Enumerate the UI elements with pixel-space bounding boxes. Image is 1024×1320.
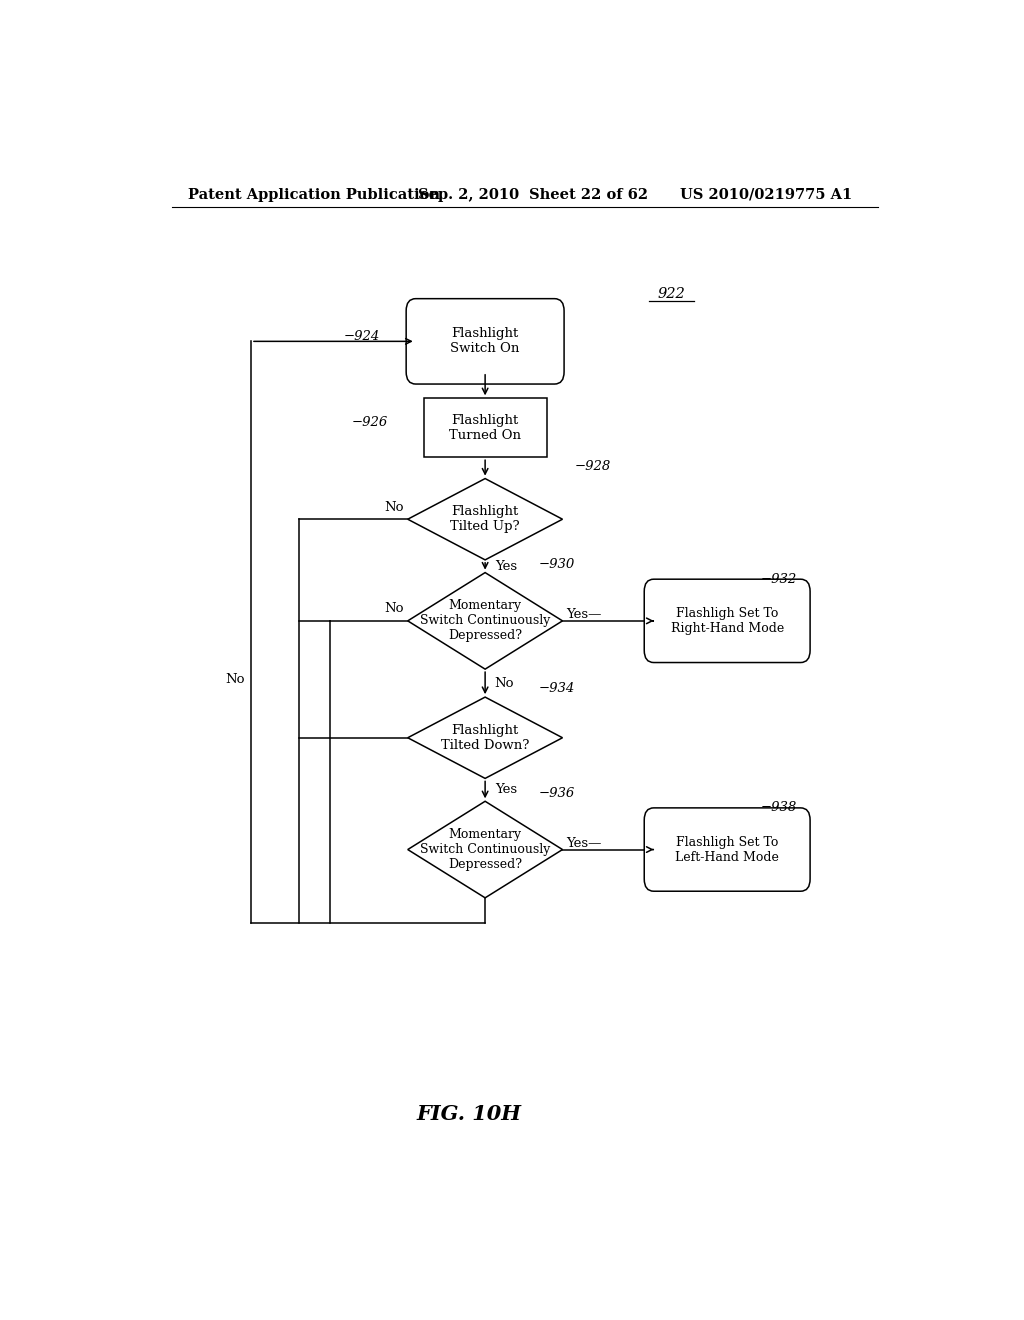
Text: Yes: Yes bbox=[495, 783, 517, 796]
Text: No: No bbox=[495, 677, 514, 689]
Text: Sheet 22 of 62: Sheet 22 of 62 bbox=[528, 187, 648, 202]
Text: Flashlight
Turned On: Flashlight Turned On bbox=[450, 413, 521, 442]
Polygon shape bbox=[408, 573, 562, 669]
FancyBboxPatch shape bbox=[644, 808, 810, 891]
FancyBboxPatch shape bbox=[644, 579, 810, 663]
Text: Flashligh Set To
Left-Hand Mode: Flashligh Set To Left-Hand Mode bbox=[675, 836, 779, 863]
Text: −928: −928 bbox=[574, 459, 610, 473]
Text: Flashlight
Switch On: Flashlight Switch On bbox=[451, 327, 520, 355]
Text: Yes: Yes bbox=[495, 560, 517, 573]
Text: Flashlight
Tilted Up?: Flashlight Tilted Up? bbox=[451, 506, 520, 533]
FancyBboxPatch shape bbox=[407, 298, 564, 384]
Text: Momentary
Switch Continuously
Depressed?: Momentary Switch Continuously Depressed? bbox=[420, 599, 550, 643]
Text: No: No bbox=[384, 500, 403, 513]
Text: Sep. 2, 2010: Sep. 2, 2010 bbox=[418, 187, 519, 202]
Text: Flashlight
Tilted Down?: Flashlight Tilted Down? bbox=[441, 723, 529, 752]
Text: −932: −932 bbox=[761, 573, 797, 586]
Text: Patent Application Publication: Patent Application Publication bbox=[187, 187, 439, 202]
Text: No: No bbox=[225, 673, 245, 686]
Text: −926: −926 bbox=[351, 416, 388, 429]
Text: Momentary
Switch Continuously
Depressed?: Momentary Switch Continuously Depressed? bbox=[420, 828, 550, 871]
Text: −934: −934 bbox=[539, 682, 575, 696]
Text: US 2010/0219775 A1: US 2010/0219775 A1 bbox=[680, 187, 852, 202]
Bar bbox=[424, 399, 547, 457]
Text: −938: −938 bbox=[761, 801, 797, 814]
Text: −924: −924 bbox=[344, 330, 380, 343]
Text: Yes—: Yes— bbox=[566, 609, 602, 622]
Text: 922: 922 bbox=[657, 286, 685, 301]
Text: Flashligh Set To
Right-Hand Mode: Flashligh Set To Right-Hand Mode bbox=[671, 607, 783, 635]
Polygon shape bbox=[408, 479, 562, 560]
Text: −936: −936 bbox=[539, 787, 575, 800]
Polygon shape bbox=[408, 697, 562, 779]
Text: Yes—: Yes— bbox=[566, 837, 602, 850]
Text: No: No bbox=[384, 602, 403, 615]
Text: −930: −930 bbox=[539, 558, 575, 572]
Text: FIG. 10H: FIG. 10H bbox=[417, 1104, 522, 1123]
Polygon shape bbox=[408, 801, 562, 898]
